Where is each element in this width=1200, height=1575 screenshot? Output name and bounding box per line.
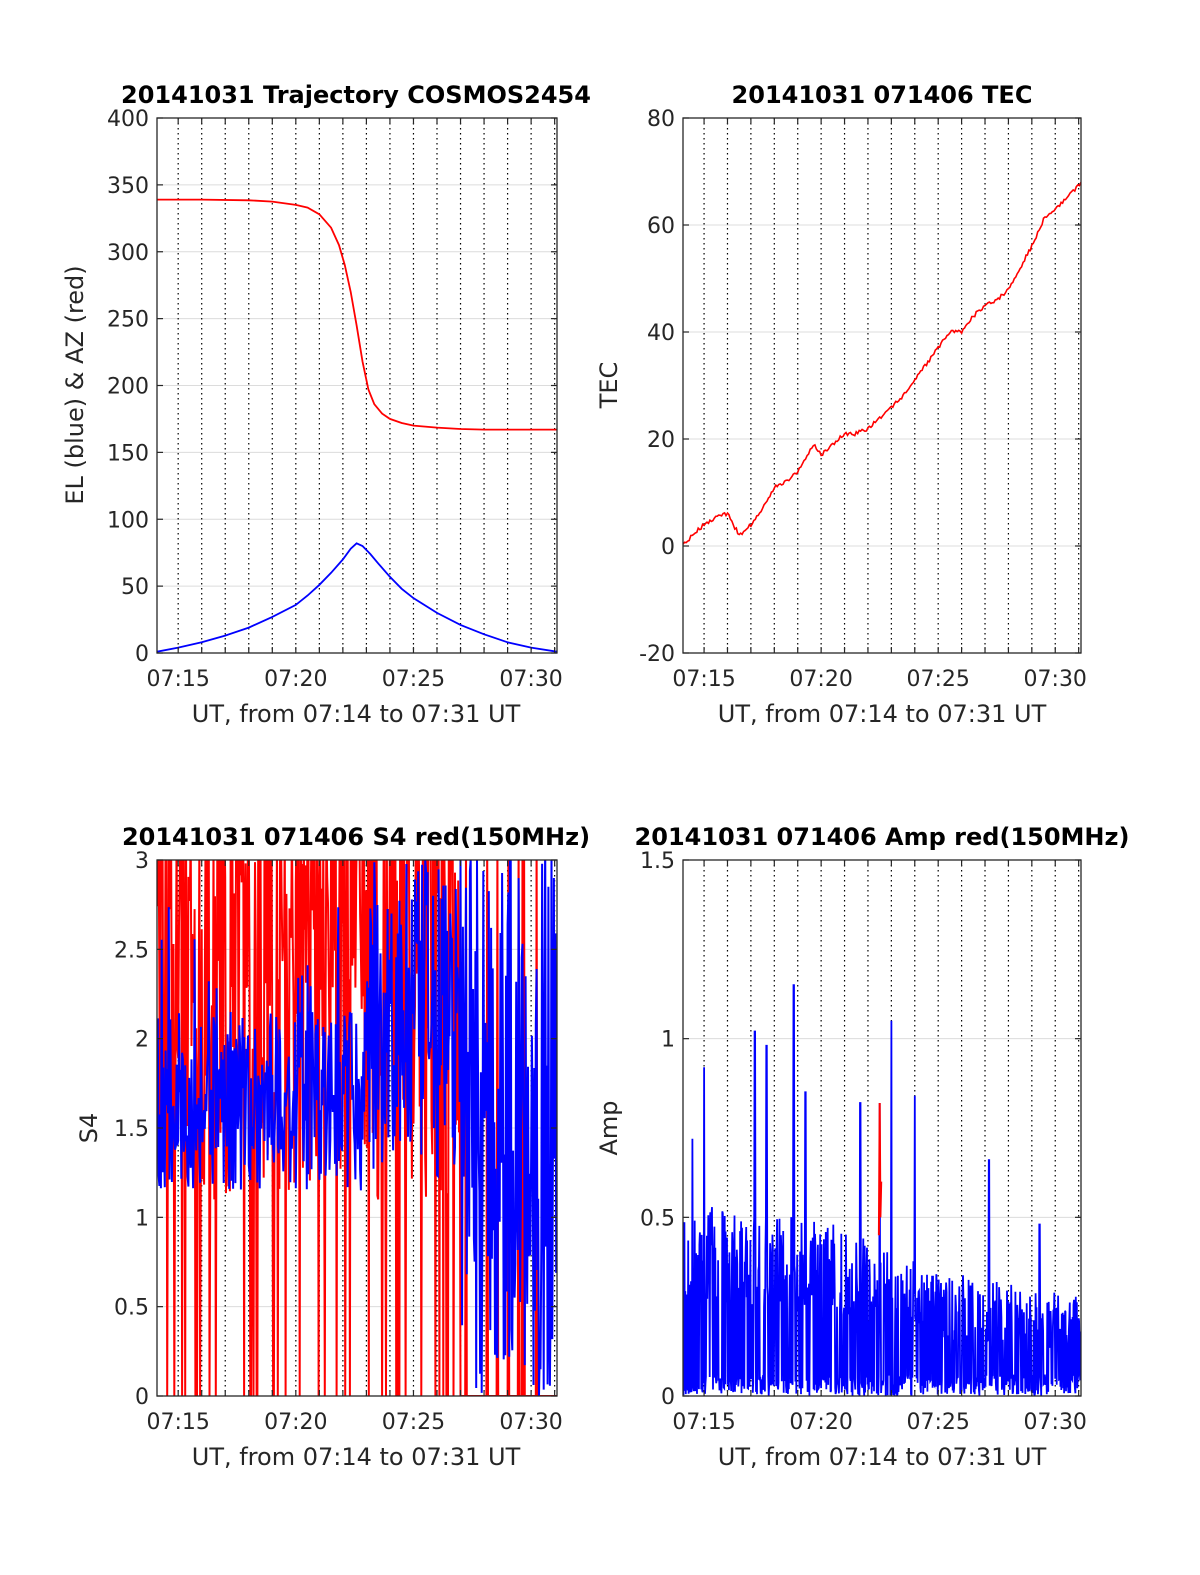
x-axis-label: UT, from 07:14 to 07:31 UT (192, 700, 521, 728)
axes-frame (682, 117, 1082, 654)
y-tick-label: 0 (661, 535, 675, 560)
x-tick-label: 07:30 (499, 667, 562, 692)
y-axis-label: TEC (595, 362, 623, 410)
x-tick-label: 07:15 (672, 1410, 735, 1435)
x-tick-label: 07:20 (264, 667, 327, 692)
y-tick-label: 100 (107, 508, 149, 533)
y-tick-label: 1.5 (640, 849, 675, 874)
x-tick-label: 07:20 (789, 1410, 852, 1435)
axes-frame (682, 859, 1082, 1397)
amp-blue-series-line (683, 984, 1081, 1396)
y-tick-label: 0 (661, 1385, 675, 1410)
s4-blue-series-line (157, 860, 557, 1396)
y-tick-label: 80 (647, 107, 675, 132)
x-axis-label: UT, from 07:14 to 07:31 UT (718, 1443, 1047, 1471)
y-tick-label: 0 (135, 642, 149, 667)
y-tick-label: 150 (107, 441, 149, 466)
y-tick-label: 0.5 (640, 1206, 675, 1231)
elevation-series-line (157, 542, 557, 653)
y-tick-label: -20 (639, 642, 675, 667)
chart-title: 20141031 071406 Amp red(150MHz) (635, 823, 1130, 851)
y-tick-label: 250 (107, 308, 149, 333)
s4-panel: 20141031 071406 S4 red(150MHz) UT, from … (75, 823, 590, 1471)
x-tick-label: 07:25 (906, 1410, 969, 1435)
amp-panel: 20141031 071406 Amp red(150MHz) UT, from… (595, 823, 1129, 1471)
y-tick-label: 0.5 (114, 1296, 149, 1321)
plot-area (157, 860, 557, 1396)
tec-panel: 20141031 071406 TEC UT, from 07:14 to 07… (595, 81, 1087, 728)
x-tick-label: 07:30 (1024, 1410, 1087, 1435)
y-axis-label: S4 (75, 1113, 103, 1144)
azimuth-series-line (157, 198, 557, 431)
y-tick-label: 300 (107, 241, 149, 266)
y-tick-label: 40 (647, 321, 675, 346)
x-tick-label: 07:20 (789, 667, 852, 692)
x-tick-label: 07:25 (382, 667, 445, 692)
x-tick-label: 07:30 (499, 1410, 562, 1435)
plot-area (157, 198, 557, 653)
y-tick-label: 200 (107, 375, 149, 400)
y-tick-label: 50 (121, 575, 149, 600)
y-axis-label: Amp (595, 1100, 623, 1155)
chart-title: 20141031 Trajectory COSMOS2454 (121, 81, 591, 109)
plot-area (683, 181, 1081, 545)
tec-series-line (683, 181, 1081, 545)
y-tick-label: 3 (135, 849, 149, 874)
trajectory-panel: 20141031 Trajectory COSMOS2454 UT, from … (61, 81, 591, 728)
x-tick-label: 07:15 (672, 667, 735, 692)
x-tick-label: 07:30 (1024, 667, 1087, 692)
y-tick-label: 2.5 (114, 938, 149, 963)
plot-area (683, 984, 1081, 1396)
x-axis-label: UT, from 07:14 to 07:31 UT (192, 1443, 521, 1471)
x-tick-label: 07:15 (146, 1410, 209, 1435)
y-tick-label: 350 (107, 174, 149, 199)
y-tick-label: 400 (107, 107, 149, 132)
amp-red-series-line (877, 1102, 883, 1236)
y-tick-label: 2 (135, 1028, 149, 1053)
y-tick-label: 60 (647, 214, 675, 239)
x-tick-label: 07:15 (146, 667, 209, 692)
chart-title: 20141031 071406 TEC (732, 81, 1033, 109)
y-axis-label: EL (blue) & AZ (red) (61, 265, 89, 504)
y-tick-label: 1 (661, 1028, 675, 1053)
x-axis-label: UT, from 07:14 to 07:31 UT (718, 700, 1047, 728)
x-tick-label: 07:20 (264, 1410, 327, 1435)
x-tick-label: 07:25 (382, 1410, 445, 1435)
y-tick-label: 20 (647, 428, 675, 453)
y-tick-label: 1 (135, 1206, 149, 1231)
chart-title: 20141031 071406 S4 red(150MHz) (122, 823, 590, 851)
x-tick-label: 07:25 (906, 667, 969, 692)
y-tick-label: 0 (135, 1385, 149, 1410)
y-tick-label: 1.5 (114, 1117, 149, 1142)
